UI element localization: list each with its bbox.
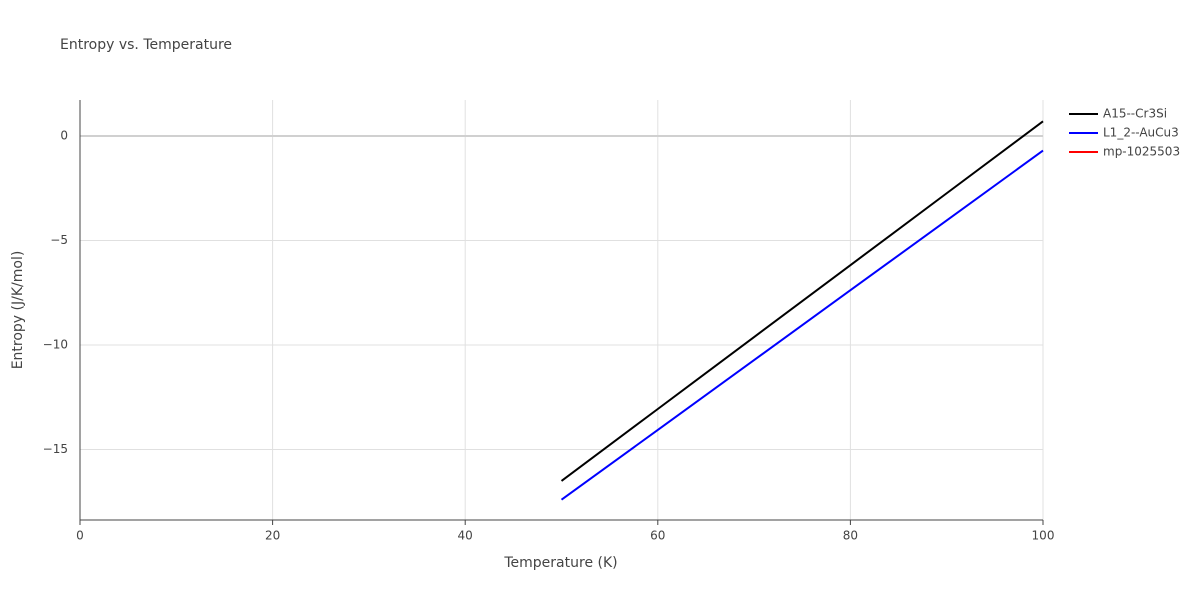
x-tick-label: 0 xyxy=(76,529,84,543)
y-tick-label: 0 xyxy=(60,128,68,142)
y-tick-label: −15 xyxy=(43,442,68,456)
legend-label: mp-1025503 xyxy=(1103,145,1180,159)
legend-label: A15--Cr3Si xyxy=(1103,107,1167,121)
y-tick-label: −10 xyxy=(43,338,68,352)
series-line xyxy=(560,120,1044,482)
x-axis-label: Temperature (K) xyxy=(503,555,617,571)
x-tick-label: 40 xyxy=(458,529,473,543)
x-tick-label: 100 xyxy=(1032,529,1055,543)
x-tick-label: 80 xyxy=(843,529,858,543)
legend-label: L1_2--AuCu3 xyxy=(1103,126,1179,140)
x-tick-label: 20 xyxy=(265,529,280,543)
y-axis-label: Entropy (J/K/mol) xyxy=(10,251,26,370)
x-tick-label: 60 xyxy=(650,529,665,543)
series-line xyxy=(560,149,1044,501)
chart-title: Entropy vs. Temperature xyxy=(60,37,232,53)
y-tick-label: −5 xyxy=(50,233,68,247)
